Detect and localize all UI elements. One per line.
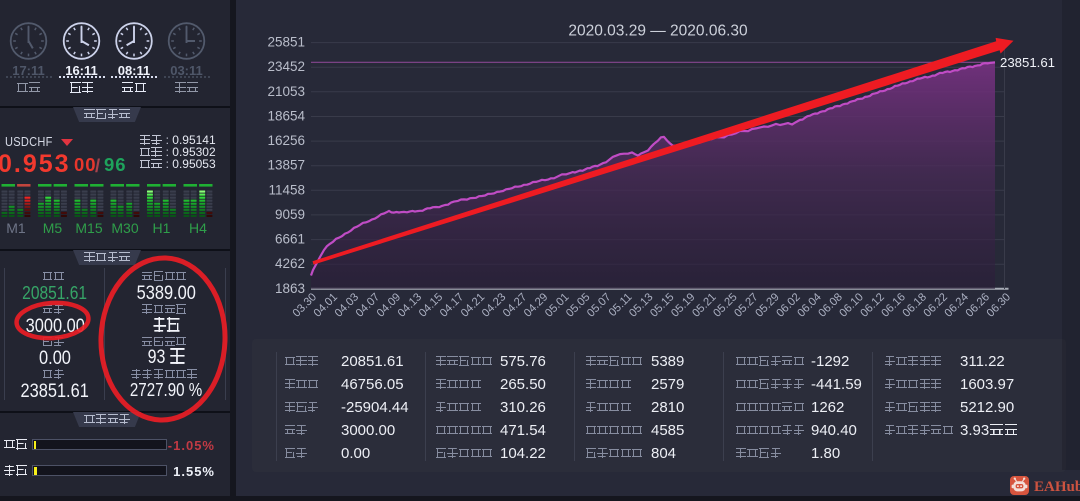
svg-text:18654: 18654	[267, 109, 305, 124]
svg-text:25851: 25851	[267, 35, 305, 50]
svg-text:16256: 16256	[267, 133, 305, 148]
svg-text:23452: 23452	[267, 59, 305, 74]
svg-text:21053: 21053	[267, 84, 305, 99]
svg-text:M15: M15	[75, 220, 102, 236]
svg-text:4262: 4262	[275, 256, 305, 271]
svg-text:H1: H1	[153, 220, 171, 236]
svg-text:05.07: 05.07	[585, 291, 613, 319]
svg-text:23851.61: 23851.61	[1000, 55, 1055, 70]
svg-text:13857: 13857	[267, 158, 305, 173]
svg-text:06.30: 06.30	[985, 291, 1013, 319]
svg-text:6661: 6661	[275, 232, 305, 247]
svg-text:M30: M30	[111, 220, 138, 236]
svg-text:11458: 11458	[268, 182, 305, 197]
svg-text:M1: M1	[6, 220, 26, 236]
svg-text:H4: H4	[189, 220, 207, 236]
svg-text:M5: M5	[43, 220, 63, 236]
svg-text:2020.03.29 — 2020.06.30: 2020.03.29 — 2020.06.30	[568, 23, 748, 40]
svg-text:1863: 1863	[275, 281, 305, 296]
svg-text:9059: 9059	[275, 207, 305, 222]
